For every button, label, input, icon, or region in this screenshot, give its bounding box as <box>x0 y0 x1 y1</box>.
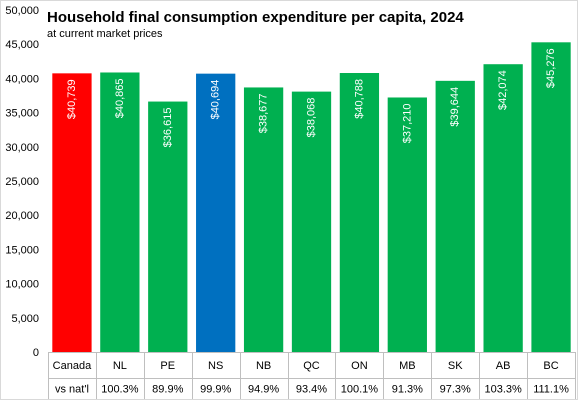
bar-ab <box>483 64 523 352</box>
category-label: PE <box>160 360 175 372</box>
chart-title: Household final consumption expenditure … <box>47 9 464 26</box>
category-label: NS <box>208 360 223 372</box>
bar-mb <box>387 97 427 352</box>
category-label: SK <box>448 360 463 372</box>
category-label: NB <box>256 360 271 372</box>
bar-canada <box>52 73 92 352</box>
y-tick-label: 10,000 <box>5 279 39 291</box>
bar-on <box>339 73 380 353</box>
bar-qc <box>291 91 332 353</box>
vs-national-value: 93.4% <box>296 384 327 396</box>
bar-value-label: $38,068 <box>306 98 318 138</box>
vs-national-value: 89.9% <box>152 384 183 396</box>
category-label: BC <box>543 360 558 372</box>
category-label: NL <box>113 360 127 372</box>
y-tick-label: 20,000 <box>5 210 39 222</box>
category-label: ON <box>351 360 368 372</box>
bar-sk <box>435 80 475 353</box>
bar-value-label: $36,615 <box>162 108 174 148</box>
vs-national-value: 99.9% <box>200 384 231 396</box>
bar-nl <box>100 72 140 352</box>
vs-national-value: 103.3% <box>484 384 522 396</box>
bar-bc <box>531 42 571 352</box>
bar-value-label: $40,865 <box>114 78 126 118</box>
y-tick-label: 15,000 <box>5 244 39 256</box>
vs-national-value: 100.3% <box>101 384 139 396</box>
bar-value-label: $40,739 <box>66 79 78 119</box>
category-label: QC <box>303 360 320 372</box>
vs-national-value: 100.1% <box>341 384 379 396</box>
vs-national-value: 97.3% <box>440 384 471 396</box>
bar-value-label: $40,694 <box>210 80 222 120</box>
category-label: MB <box>399 360 416 372</box>
bar-value-label: $39,644 <box>449 87 461 127</box>
y-tick-label: 50,000 <box>5 5 39 17</box>
y-tick-label: 5,000 <box>11 313 39 325</box>
vs-national-value: 111.1% <box>533 384 569 396</box>
category-label: AB <box>496 360 511 372</box>
row-label-vs-national: vs nat'l <box>55 384 89 396</box>
bar-value-label: $40,788 <box>353 79 365 119</box>
y-tick-label: 30,000 <box>5 142 39 154</box>
bar-ns <box>196 73 236 352</box>
vs-national-value: 91.3% <box>392 384 423 396</box>
y-tick-label: 40,000 <box>5 73 39 85</box>
y-tick-label: 45,000 <box>5 39 39 51</box>
bar-nb <box>243 87 284 353</box>
bar-value-label: $37,210 <box>401 103 413 143</box>
vs-national-value: 94.9% <box>248 384 279 396</box>
bar-value-label: $42,074 <box>497 70 509 110</box>
y-tick-label: 0 <box>33 347 39 359</box>
y-tick-label: 25,000 <box>5 176 39 188</box>
bar-value-label: $38,677 <box>258 93 270 133</box>
bar-pe <box>148 101 188 352</box>
bar-value-label: $45,276 <box>545 48 557 88</box>
category-label: Canada <box>53 360 92 372</box>
chart-subtitle: at current market prices <box>47 28 163 40</box>
y-tick-label: 35,000 <box>5 108 39 120</box>
